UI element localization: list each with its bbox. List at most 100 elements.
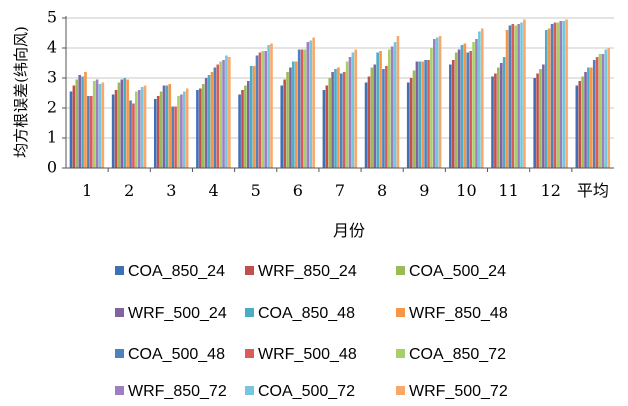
bar-WRF_850_24-6 bbox=[283, 79, 286, 168]
bar-COA_500_24-12 bbox=[539, 69, 542, 168]
bar-COA_500_72-11 bbox=[520, 22, 523, 168]
bar-WRF_850_72-1 bbox=[95, 79, 99, 168]
bar-COA_500_72-12 bbox=[562, 21, 565, 168]
legend-swatch bbox=[396, 349, 405, 358]
bar-WRF_850_72-12 bbox=[559, 21, 563, 168]
bar-WRF_850_72-7 bbox=[348, 57, 352, 168]
bar-COA_850_24-7 bbox=[322, 90, 326, 168]
bar-WRF_850_24-1 bbox=[72, 85, 76, 168]
bar-WRF_500_72-12 bbox=[565, 19, 568, 168]
bar-WRF_500_48-平均 bbox=[595, 57, 599, 168]
bar-WRF_850_48-4 bbox=[210, 72, 214, 168]
bar-WRF_850_48-1 bbox=[84, 72, 87, 168]
bar-WRF_850_48-平均 bbox=[590, 67, 593, 168]
legend-label: WRF_850_48 bbox=[409, 305, 508, 322]
y-tick-label: 3 bbox=[47, 68, 57, 87]
bar-WRF_500_24-2 bbox=[120, 79, 124, 168]
bar-WRF_850_72-11 bbox=[517, 24, 520, 168]
bar-WRF_500_48-8 bbox=[385, 66, 388, 168]
legend-label: WRF_500_72 bbox=[409, 383, 508, 400]
bar-WRF_850_48-12 bbox=[547, 28, 551, 168]
bar-COA_850_48-12 bbox=[544, 30, 548, 168]
legend-swatch bbox=[245, 349, 254, 358]
bar-COA_500_24-5 bbox=[244, 85, 247, 168]
bar-COA_500_24-10 bbox=[454, 52, 458, 168]
bar-COA_500_48-4 bbox=[213, 67, 217, 168]
bar-WRF_850_72-4 bbox=[222, 60, 225, 168]
x-tick-label: 9 bbox=[419, 181, 429, 200]
bar-WRF_850_72-10 bbox=[475, 39, 478, 168]
bar-WRF_500_48-11 bbox=[511, 24, 515, 168]
bar-WRF_500_72-平均 bbox=[607, 48, 611, 168]
bar-WRF_500_24-11 bbox=[499, 63, 503, 168]
legend-swatch bbox=[115, 266, 124, 275]
legend-label: WRF_850_72 bbox=[128, 383, 227, 400]
bar-COA_850_24-9 bbox=[406, 82, 410, 168]
bar-COA_850_48-8 bbox=[376, 52, 379, 168]
bar-COA_500_48-7 bbox=[340, 73, 343, 168]
bar-COA_500_72-7 bbox=[351, 52, 355, 168]
bar-WRF_850_48-3 bbox=[168, 84, 172, 168]
legend-label: COA_850_48 bbox=[258, 305, 355, 322]
bar-WRF_850_48-11 bbox=[505, 30, 509, 168]
legend-label: COA_850_24 bbox=[128, 263, 225, 280]
bar-COA_500_48-平均 bbox=[592, 60, 596, 168]
bar-WRF_500_72-3 bbox=[185, 88, 189, 168]
y-axis-label: 均方根误差(纬向风) bbox=[12, 26, 30, 158]
bar-WRF_500_48-4 bbox=[216, 64, 220, 168]
bar-WRF_850_48-7 bbox=[337, 67, 340, 168]
bar-WRF_850_24-8 bbox=[367, 76, 371, 168]
bar-COA_850_24-4 bbox=[196, 90, 199, 168]
x-tick-label: 10 bbox=[456, 181, 476, 200]
bar-COA_850_24-2 bbox=[111, 94, 115, 168]
bar-COA_850_72-3 bbox=[177, 96, 180, 168]
bar-COA_850_48-11 bbox=[502, 57, 506, 168]
bar-COA_850_72-7 bbox=[345, 61, 349, 168]
bar-WRF_850_48-8 bbox=[379, 51, 382, 168]
bar-WRF_500_72-11 bbox=[523, 19, 526, 168]
bar-COA_500_48-1 bbox=[87, 96, 90, 168]
bar-COA_850_72-6 bbox=[303, 49, 307, 168]
bar-WRF_500_24-8 bbox=[373, 64, 377, 168]
y-tick-label: 4 bbox=[47, 38, 57, 57]
legend-swatch bbox=[245, 266, 254, 275]
bar-COA_500_48-12 bbox=[550, 24, 554, 168]
bar-COA_850_48-5 bbox=[249, 66, 253, 168]
bar-COA_850_24-平均 bbox=[575, 85, 579, 168]
legend-swatch bbox=[396, 308, 405, 317]
x-tick-labels: 1 2 3 4 5 6 7 8 9 10 11 12 平均 bbox=[82, 181, 609, 200]
bar-WRF_850_24-11 bbox=[494, 73, 497, 168]
x-tick-label: 7 bbox=[335, 181, 345, 200]
bar-COA_500_24-9 bbox=[412, 70, 416, 168]
bar-WRF_500_48-3 bbox=[174, 106, 177, 168]
bar-COA_850_72-4 bbox=[219, 61, 222, 168]
x-tick-label: 1 bbox=[82, 181, 92, 200]
bar-COA_850_24-10 bbox=[449, 64, 452, 168]
bar-COA_850_48-4 bbox=[207, 75, 211, 168]
bar-COA_500_48-8 bbox=[382, 69, 385, 168]
x-tick-label: 8 bbox=[377, 181, 387, 200]
bar-COA_500_24-4 bbox=[201, 84, 205, 168]
bar-WRF_500_72-6 bbox=[312, 37, 315, 168]
bar-WRF_850_24-9 bbox=[409, 78, 413, 168]
bar-WRF_500_72-9 bbox=[438, 36, 442, 168]
bar-COA_500_24-平均 bbox=[581, 76, 584, 168]
bar-WRF_850_72-平均 bbox=[601, 54, 605, 168]
bar-WRF_850_72-6 bbox=[306, 42, 310, 168]
bar-COA_500_24-3 bbox=[159, 91, 163, 168]
bar-WRF_500_48-1 bbox=[89, 96, 93, 168]
bar-WRF_850_72-8 bbox=[390, 46, 394, 168]
bar-COA_500_48-9 bbox=[424, 60, 427, 168]
bar-WRF_500_24-4 bbox=[204, 78, 208, 168]
x-tick-label: 11 bbox=[498, 181, 518, 200]
bar-WRF_500_48-7 bbox=[342, 72, 346, 168]
bar-WRF_500_72-1 bbox=[101, 82, 105, 168]
bar-COA_500_72-3 bbox=[182, 91, 186, 168]
bar-WRF_850_48-9 bbox=[421, 61, 425, 168]
legend-swatch bbox=[396, 266, 405, 275]
bar-WRF_850_72-2 bbox=[137, 90, 141, 168]
bar-COA_500_24-2 bbox=[117, 82, 121, 168]
bar-COA_850_48-6 bbox=[292, 61, 295, 168]
bar-COA_500_48-2 bbox=[129, 100, 132, 168]
